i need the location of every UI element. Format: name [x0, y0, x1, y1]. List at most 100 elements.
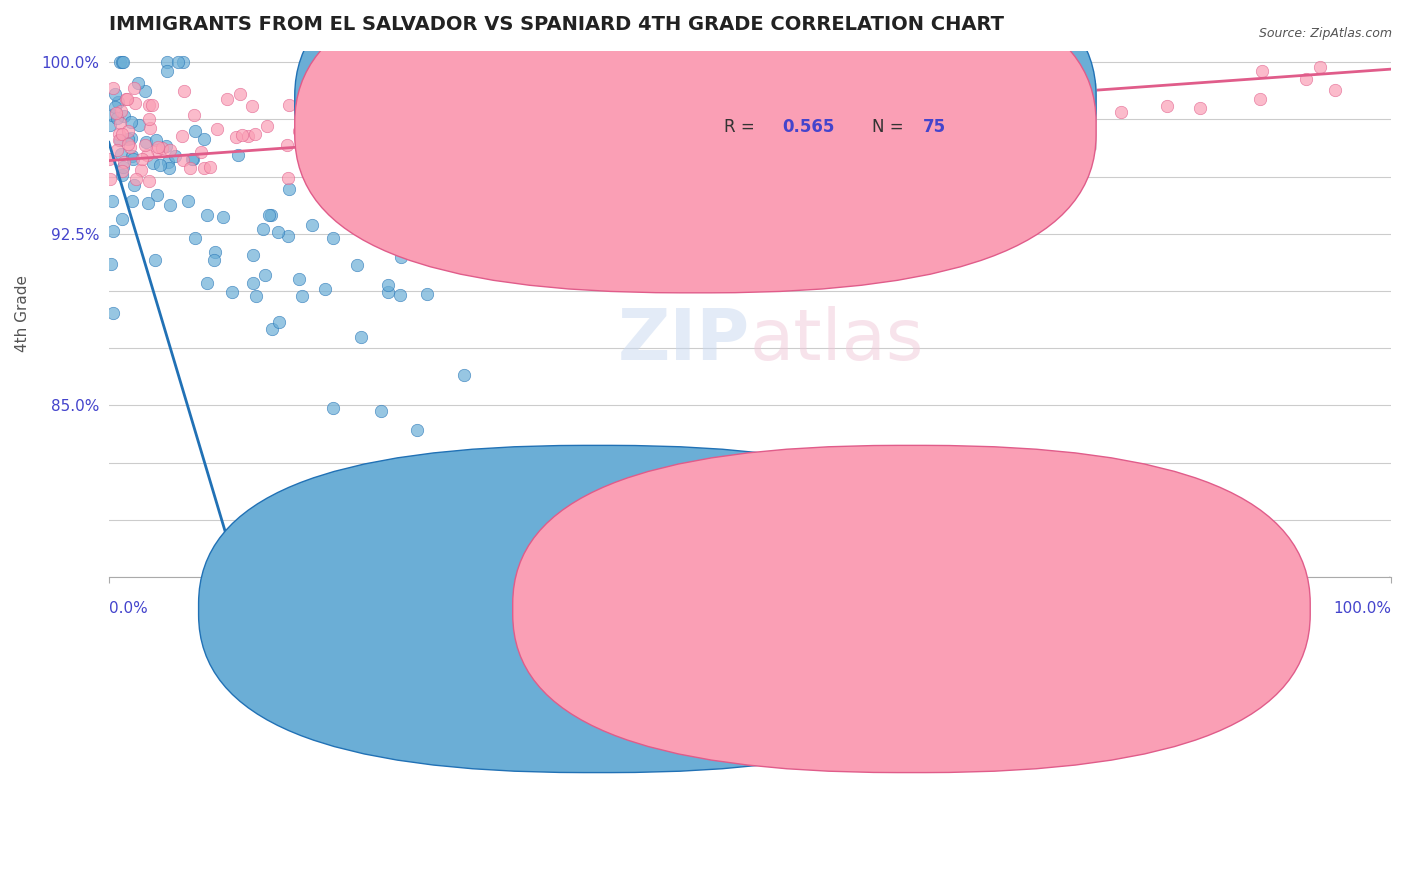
Point: [111, 212, 134, 227]
Point: [377, 285, 399, 300]
Point: [150, 141, 173, 155]
Point: [402, 224, 425, 238]
Point: [124, 96, 146, 111]
Point: [314, 282, 336, 296]
Point: [181, 152, 204, 166]
Point: [143, 253, 166, 268]
Text: N =: N =: [872, 92, 908, 110]
Point: [389, 250, 412, 264]
Point: [101, 224, 124, 238]
Point: [111, 55, 134, 70]
Point: [267, 315, 290, 329]
Text: -0.572: -0.572: [782, 92, 841, 110]
Point: [104, 100, 127, 114]
Point: [117, 136, 139, 151]
Point: [276, 138, 298, 153]
Point: [377, 278, 399, 293]
Point: [252, 221, 274, 235]
Point: [288, 272, 311, 286]
Point: [138, 174, 160, 188]
Point: [105, 106, 128, 120]
Point: [236, 128, 259, 143]
Text: 100.0%: 100.0%: [1333, 600, 1391, 615]
Point: [1249, 92, 1271, 106]
Point: [259, 208, 281, 222]
Point: [221, 285, 243, 299]
Point: [762, 86, 785, 100]
Point: [955, 63, 977, 78]
Point: [108, 55, 131, 70]
Point: [184, 124, 207, 138]
Point: [212, 211, 235, 225]
Point: [389, 288, 412, 302]
Point: [156, 154, 179, 169]
Point: [100, 257, 122, 271]
Point: [138, 112, 160, 126]
Point: [122, 80, 145, 95]
Point: [107, 127, 129, 141]
Point: [105, 143, 128, 157]
Text: Spaniards: Spaniards: [942, 608, 1018, 624]
Point: [138, 98, 160, 112]
Point: [1250, 63, 1272, 78]
Point: [262, 322, 284, 336]
Point: [256, 119, 278, 133]
Point: [350, 330, 373, 344]
Point: [101, 194, 124, 208]
Point: [242, 248, 264, 262]
Text: IMMIGRANTS FROM EL SALVADOR VS SPANIARD 4TH GRADE CORRELATION CHART: IMMIGRANTS FROM EL SALVADOR VS SPANIARD …: [108, 15, 1004, 34]
Point: [1309, 60, 1331, 74]
Point: [112, 155, 135, 169]
Point: [170, 129, 193, 144]
Point: [110, 103, 132, 118]
Point: [110, 147, 132, 161]
Point: [346, 258, 368, 272]
Point: [204, 252, 226, 267]
Text: Source: ZipAtlas.com: Source: ZipAtlas.com: [1258, 27, 1392, 40]
Text: Immigrants from El Salvador: Immigrants from El Salvador: [640, 608, 859, 624]
Text: 90: 90: [922, 92, 946, 110]
Point: [177, 194, 200, 208]
Point: [111, 55, 134, 70]
Point: [179, 161, 201, 176]
Point: [207, 121, 229, 136]
Point: [242, 277, 264, 291]
FancyBboxPatch shape: [198, 445, 995, 772]
Point: [101, 108, 124, 122]
Point: [1038, 80, 1060, 95]
Point: [145, 143, 167, 157]
Point: [257, 208, 280, 222]
Point: [172, 153, 194, 168]
Point: [193, 161, 215, 176]
FancyBboxPatch shape: [295, 0, 1097, 293]
Point: [1060, 87, 1083, 102]
Point: [131, 152, 153, 166]
Point: [416, 287, 439, 301]
Point: [1324, 83, 1347, 97]
Point: [277, 170, 299, 185]
Point: [226, 148, 249, 162]
Point: [204, 245, 226, 260]
Point: [120, 140, 142, 154]
Point: [101, 80, 124, 95]
Point: [145, 132, 167, 146]
Point: [1109, 104, 1132, 119]
Point: [98, 172, 121, 186]
Point: [127, 76, 149, 90]
Point: [98, 119, 121, 133]
Point: [122, 178, 145, 193]
FancyBboxPatch shape: [295, 0, 1097, 267]
Text: ZIP: ZIP: [617, 306, 749, 375]
FancyBboxPatch shape: [661, 79, 1097, 153]
Point: [337, 128, 360, 142]
Point: [108, 133, 131, 147]
Point: [125, 172, 148, 186]
Point: [159, 198, 181, 212]
Point: [322, 186, 344, 200]
Point: [121, 149, 143, 163]
Point: [129, 163, 152, 178]
Point: [172, 55, 194, 70]
Text: R =: R =: [724, 118, 761, 136]
Point: [110, 128, 132, 142]
Point: [128, 118, 150, 132]
